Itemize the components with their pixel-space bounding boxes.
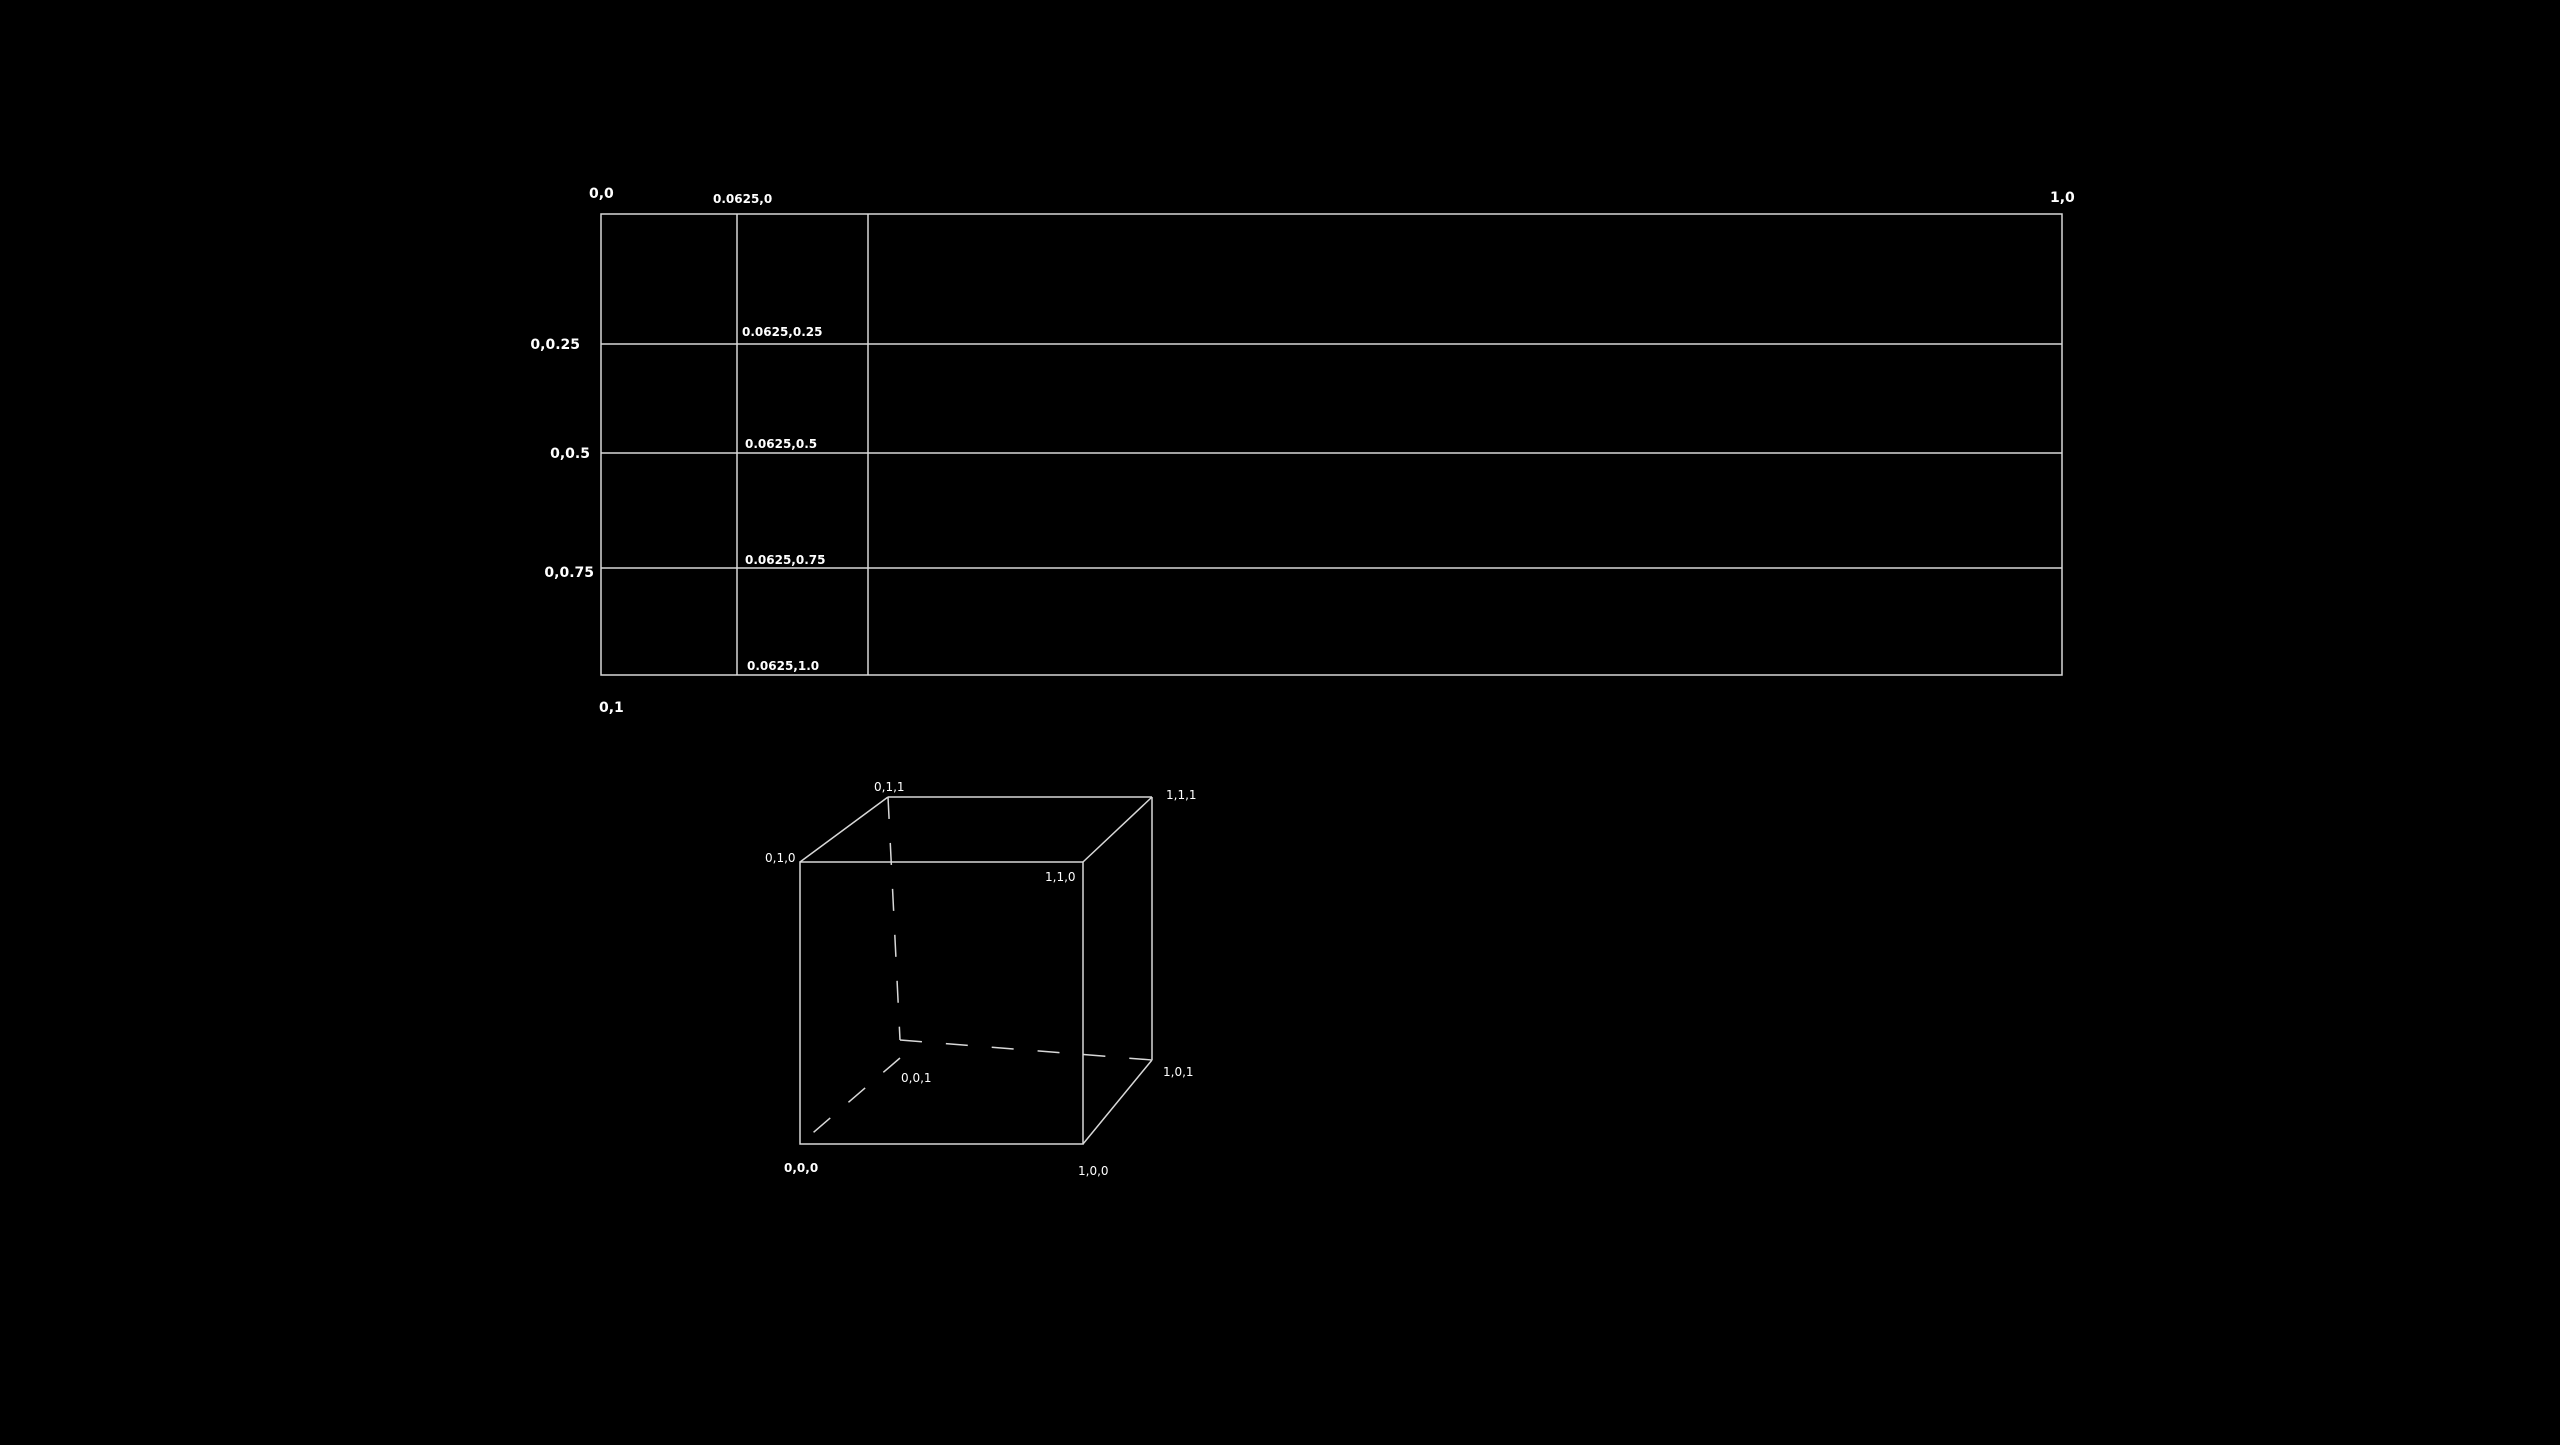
label-vertex-100: 1,0,0 (1078, 1164, 1109, 1178)
label-row-left-2: 0,0.5 (550, 446, 590, 462)
label-vertex-110: 1,1,0 (1045, 870, 1076, 884)
cube-hidden-edge-001-101 (899, 1039, 1153, 1061)
label-vertex-101: 1,0,1 (1163, 1065, 1194, 1079)
label-vertex-000: 0,0,0 (784, 1161, 818, 1175)
cube-edge-100-101 (1082, 1059, 1153, 1145)
cube-edge-010-011 (799, 796, 889, 863)
cube-hidden-edge-011-001 (887, 796, 901, 1041)
texture-grid: 0,0 0.0625,0 1,0 0,1 0,0.25 0,0.5 0,0.75… (530, 186, 2075, 716)
unit-cube: 0,0,0 1,0,0 0,1,0 1,1,0 0,0,1 1,0,1 0,1,… (765, 780, 1197, 1178)
label-top-column: 0.0625,0 (713, 192, 772, 206)
label-vertex-001: 0,0,1 (901, 1071, 932, 1085)
cube-edge-110-111 (1082, 796, 1153, 863)
label-row-inner-1: 0.0625,0.25 (742, 325, 822, 339)
label-row-inner-4: 0.0625,1.0 (747, 659, 819, 673)
label-top-right: 1,0 (2050, 190, 2075, 206)
label-bottom-left: 0,1 (599, 700, 624, 716)
label-vertex-111: 1,1,1 (1166, 788, 1197, 802)
label-vertex-011: 0,1,1 (874, 780, 905, 794)
label-row-left-3: 0,0.75 (544, 565, 594, 581)
grid-outline (600, 213, 2063, 676)
cube-hidden-edge-001-000 (799, 1057, 901, 1145)
label-row-inner-3: 0.0625,0.75 (745, 553, 825, 567)
cube-front-face (799, 861, 1084, 1145)
label-row-inner-2: 0.0625,0.5 (745, 437, 817, 451)
label-vertex-010: 0,1,0 (765, 851, 796, 865)
label-row-left-1: 0,0.25 (530, 337, 580, 353)
label-top-left: 0,0 (589, 186, 614, 202)
